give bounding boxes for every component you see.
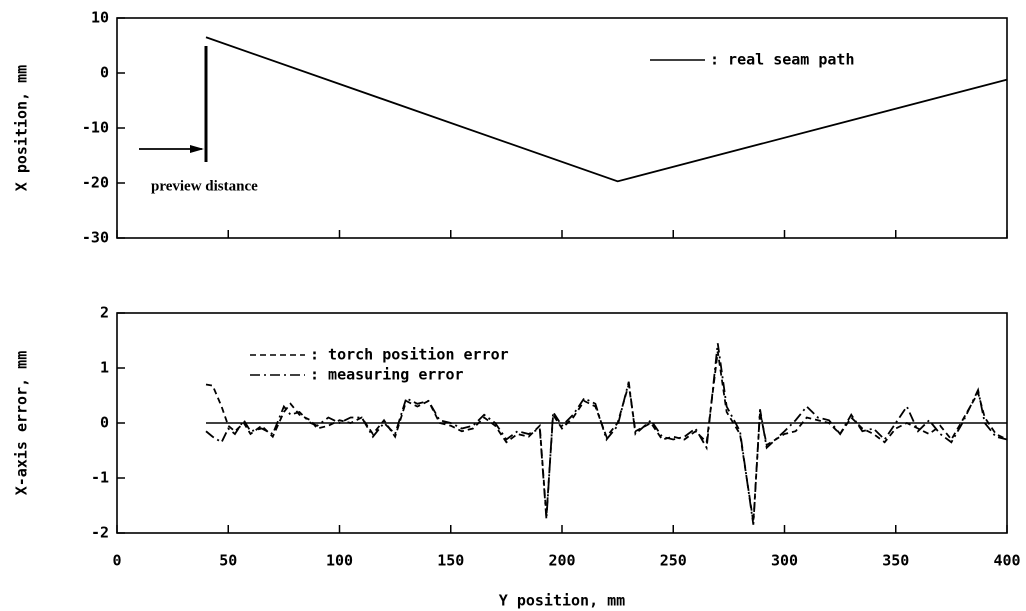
x-axis-label: Y position, mm bbox=[499, 592, 625, 610]
plot-frame bbox=[116, 17, 1008, 239]
y-tick-label: 0 bbox=[100, 64, 109, 82]
preview-arrowhead bbox=[190, 145, 204, 153]
legend-label: : measuring error bbox=[310, 366, 464, 384]
x-tick-label: 150 bbox=[437, 552, 464, 570]
x-tick-label: 0 bbox=[112, 552, 121, 570]
x-tick-label: 300 bbox=[771, 552, 798, 570]
y-tick-label: 2 bbox=[100, 304, 109, 322]
y-tick-label: 0 bbox=[100, 414, 109, 432]
y-axis-label: X position, mm bbox=[13, 65, 31, 191]
y-tick-label: 1 bbox=[100, 359, 109, 377]
series-line bbox=[205, 36, 1008, 183]
x-tick-label: 100 bbox=[326, 552, 353, 570]
y-tick-label: -30 bbox=[82, 229, 109, 247]
y-axis-label: X-axis error, mm bbox=[13, 351, 31, 496]
x-tick-label: 250 bbox=[660, 552, 687, 570]
y-tick-label: -1 bbox=[91, 469, 109, 487]
series-line bbox=[205, 343, 1008, 525]
y-tick-label: -2 bbox=[91, 524, 109, 542]
legend-label: : torch position error bbox=[310, 346, 509, 364]
x-tick-label: 350 bbox=[882, 552, 909, 570]
y-tick-label: -20 bbox=[82, 174, 109, 192]
x-tick-label: 50 bbox=[219, 552, 237, 570]
x-tick-label: 400 bbox=[993, 552, 1020, 570]
annotation: preview distance bbox=[151, 178, 258, 194]
y-tick-label: 10 bbox=[91, 9, 109, 27]
y-tick-label: -10 bbox=[82, 119, 109, 137]
legend-label: : real seam path bbox=[710, 51, 855, 69]
x-tick-label: 200 bbox=[548, 552, 575, 570]
